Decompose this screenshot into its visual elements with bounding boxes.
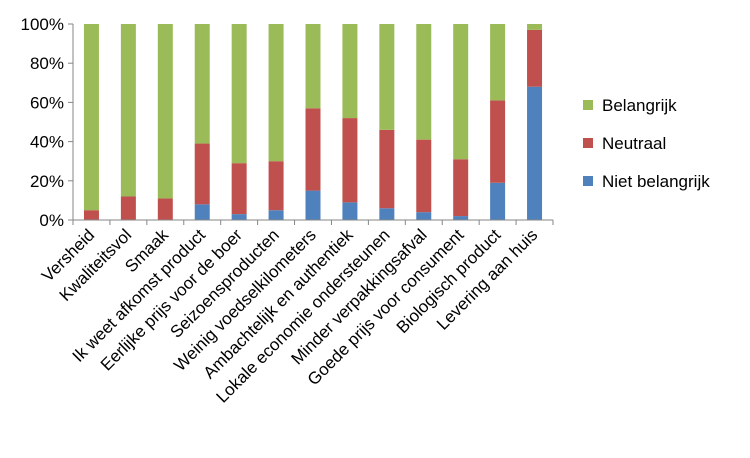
legend-swatch: [583, 138, 593, 148]
y-axis: 0% 20% 40% 60% 80% 100%: [21, 15, 74, 230]
legend-label: Belangrijk: [602, 96, 677, 115]
bar-segment: [268, 210, 284, 220]
legend-swatch: [583, 100, 593, 110]
bar-segment: [416, 212, 432, 220]
bar-segment: [157, 24, 173, 199]
bar-segment: [342, 24, 358, 119]
bar-segment: [194, 204, 210, 220]
bar-segment: [194, 24, 210, 144]
legend-label: Niet belangrijk: [602, 172, 710, 191]
bar-segment: [379, 24, 395, 130]
bar-segment: [231, 163, 247, 215]
bars: [83, 24, 543, 220]
bar-segment: [120, 24, 136, 197]
legend-label: Neutraal: [602, 134, 666, 153]
bar-segment: [490, 100, 506, 183]
bar-segment: [490, 182, 506, 220]
bar-segment: [416, 139, 432, 213]
bar-segment: [453, 24, 469, 160]
bar-segment: [83, 24, 99, 211]
bar-segment: [342, 118, 358, 203]
bar-segment: [157, 198, 173, 220]
y-tick-label: 40%: [30, 133, 64, 152]
bar-segment: [305, 190, 321, 220]
y-tick-label: 20%: [30, 172, 64, 191]
y-tick-label: 100%: [21, 15, 64, 34]
bar-segment: [342, 202, 358, 220]
bar-segment: [194, 143, 210, 205]
legend: Belangrijk Neutraal Niet belangrijk: [583, 96, 710, 191]
bar-segment: [379, 129, 395, 209]
bar-segment: [490, 24, 506, 101]
bar-segment: [120, 196, 136, 220]
bar-segment: [268, 24, 284, 162]
bar-segment: [231, 214, 247, 220]
bar-segment: [527, 86, 543, 220]
bar-segment: [527, 29, 543, 87]
bar-segment: [416, 24, 432, 140]
bar-segment: [268, 161, 284, 211]
bar-segment: [305, 24, 321, 109]
bar-segment: [305, 108, 321, 191]
bar-segment: [527, 24, 543, 30]
y-tick-label: 60%: [30, 93, 64, 112]
bar-segment: [231, 24, 247, 164]
y-tick-label: 80%: [30, 54, 64, 73]
legend-swatch: [583, 176, 593, 186]
y-tick-label: 0%: [39, 211, 64, 230]
bar-segment: [379, 208, 395, 220]
bar-segment: [453, 159, 469, 217]
bar-segment: [83, 210, 99, 220]
bar-segment: [453, 216, 469, 220]
